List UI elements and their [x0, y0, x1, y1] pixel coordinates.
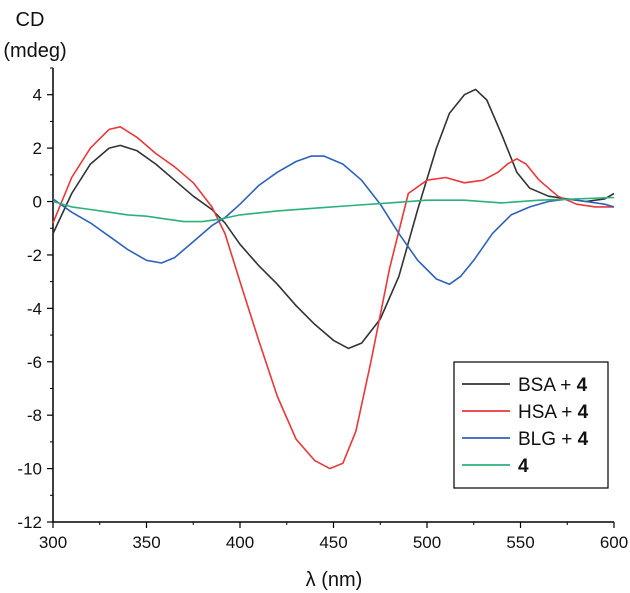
series-line-0 — [52, 88, 615, 350]
legend-label-1: HSA + 4 — [518, 402, 589, 423]
y-tick-label: -6 — [27, 353, 42, 372]
x-tick-label: 400 — [226, 533, 254, 552]
y-axis-title-line2: (mdeg) — [3, 40, 66, 62]
series-line-3 — [52, 196, 615, 223]
series-line-2 — [52, 155, 615, 286]
y-tick-label: -8 — [27, 406, 42, 425]
y-tick-label: -12 — [17, 513, 42, 532]
x-tick-label: 550 — [506, 533, 534, 552]
y-tick-label: 0 — [33, 193, 42, 212]
legend-box — [453, 361, 609, 489]
y-tick-label: -10 — [17, 460, 42, 479]
x-axis-title: λ (nm) — [306, 569, 363, 591]
y-ticks: -12 -10 -8 -6 -4 -2 0 2 4 — [17, 67, 53, 532]
y-axis-title-line1: CD — [16, 9, 45, 31]
x-ticks: 300 350 400 450 500 550 600 — [39, 522, 628, 552]
legend: BSA + 4 HSA + 4 BLG + 4 4 — [453, 361, 609, 489]
y-tick-label: -4 — [27, 299, 42, 318]
y-tick-label: -2 — [27, 246, 42, 265]
y-tick-label: 2 — [33, 139, 42, 158]
legend-label-2: BLG + 4 — [518, 429, 589, 450]
x-tick-label: 300 — [39, 533, 67, 552]
x-tick-label: 350 — [132, 533, 160, 552]
series-line-1 — [52, 126, 614, 470]
legend-label-3: 4 — [518, 456, 529, 477]
legend-label-0: BSA + 4 — [518, 375, 588, 396]
x-tick-label: 600 — [600, 533, 628, 552]
x-tick-label: 500 — [413, 533, 441, 552]
y-tick-label: 4 — [33, 86, 42, 105]
series-lines — [52, 88, 615, 470]
x-tick-label: 450 — [319, 533, 347, 552]
